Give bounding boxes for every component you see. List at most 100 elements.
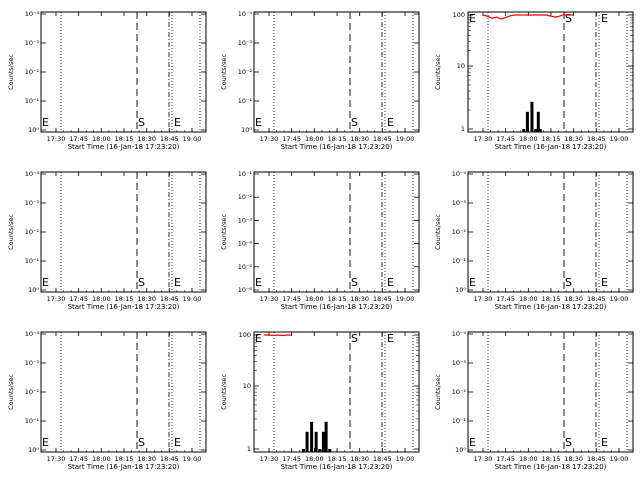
panel-3-x-tick-label: 18:30 (564, 135, 583, 143)
panel-4-y-tick-label: 10⁻² (25, 228, 40, 236)
panel-3-x-tick-label: 18:45 (587, 135, 606, 143)
panel-6-x-tick-label: 19:00 (610, 295, 629, 303)
panel-6-marker-e-left: E (469, 276, 476, 289)
panel-8-x-tick-label: 18:30 (350, 455, 369, 463)
panel-8-x-tick-label: 18:45 (373, 455, 392, 463)
panel-6-x-tick-label: 18:15 (542, 295, 561, 303)
panel-9-frame (467, 331, 634, 453)
panel-1-y-tick-label: 10⁰ (28, 126, 39, 134)
panel-3-x-tick-label: 19:00 (610, 135, 629, 143)
panel-6-marker-s: S (565, 276, 572, 289)
panel-1-x-tick-label: 17:45 (69, 135, 88, 143)
panel-8-event-bar (321, 431, 325, 452)
panel-1-x-tick-label: 17:30 (47, 135, 66, 143)
panel-3-marker-e-left: E (469, 12, 476, 25)
panel-2-y-tick-label: 10⁻² (238, 68, 253, 76)
panel-9-x-tick-label: 17:45 (496, 455, 515, 463)
panel-5-x-tick-label: 17:45 (282, 295, 301, 303)
panel-5-y-tick-label: 10⁻³ (238, 216, 253, 224)
panel-8-x-tick-label: 17:45 (282, 455, 301, 463)
panel-1-x-tick-label: 18:45 (160, 135, 179, 143)
panel-7-marker-e-right: E (174, 436, 181, 449)
panel-2-y-label: Counts/sec (220, 54, 228, 90)
panel-1-marker-s: S (138, 116, 145, 129)
panel-6-y-label: Counts/sec (434, 214, 442, 250)
panel-5-y-tick-label: 10⁻¹ (238, 170, 253, 178)
panel-1-x-tick-label: 18:15 (115, 135, 134, 143)
panel-3-y-tick-label: 10 (457, 62, 465, 70)
panel-3-event-bar (530, 101, 534, 132)
panel-7-x-tick-label: 17:30 (47, 455, 66, 463)
panel-1-y-tick-label: 10⁻¹ (25, 97, 40, 105)
panel-1-y-tick-label: 10⁻² (25, 68, 40, 76)
panel-2-y-tick-label: 10⁻¹ (238, 97, 253, 105)
panel-3-event-bar (525, 111, 529, 132)
panel-9-marker-s: S (565, 436, 572, 449)
panel-8-x-tick-label: 17:30 (260, 455, 279, 463)
panel-2-x-tick-label: 17:30 (260, 135, 279, 143)
panel-1-frame (40, 11, 207, 133)
panel-8-event-bar (301, 449, 305, 452)
panel-2-x-tick-label: 19:00 (396, 135, 415, 143)
panel-9-x-tick-label: 18:45 (587, 455, 606, 463)
panel-2-x-tick-label: 17:45 (282, 135, 301, 143)
panel-5-frame (253, 171, 420, 293)
panel-1-y-label: Counts/sec (7, 54, 15, 90)
panel-2-x-tick-label: 18:00 (305, 135, 324, 143)
panel-2-x-label: Start Time (16-Jan-18 17:23:20) (281, 143, 393, 151)
panel-8-y-tick-label: 10 (243, 382, 251, 390)
panel-3-event-bar (534, 129, 538, 132)
panel-2-x-tick-label: 18:30 (350, 135, 369, 143)
panel-2-marker-e-right: E (387, 116, 394, 129)
panel-4-marker-e-left: E (42, 276, 49, 289)
panel-4-y-tick-label: 10⁻¹ (25, 257, 40, 265)
panel-3-marker-e-right: E (601, 12, 608, 25)
panel-5-x-tick-label: 18:45 (373, 295, 392, 303)
panel-6-y-tick-label: 10⁻² (452, 228, 467, 236)
panel-6-y-tick-label: 10⁻³ (452, 199, 467, 207)
panel-6-x-tick-label: 17:45 (496, 295, 515, 303)
panel-5-x-tick-label: 18:15 (328, 295, 347, 303)
panel-3-y-label: Counts/sec (434, 54, 442, 90)
panel-6-frame (467, 171, 634, 293)
panel-3-x-tick-label: 17:30 (474, 135, 493, 143)
panel-4-y-tick-label: 10⁰ (28, 286, 39, 294)
panel-9-y-label: Counts/sec (434, 374, 442, 410)
panel-9-x-label: Start Time (16-Jan-18 17:23:20) (495, 463, 607, 471)
panel-1-y-tick-label: 10⁻⁴ (25, 10, 40, 18)
panel-9-marker-e-left: E (469, 436, 476, 449)
panel-3-frame (467, 11, 634, 133)
panel-5-y-tick-label: 10⁻⁵ (238, 263, 253, 271)
panel-8-event-bar (328, 449, 332, 452)
panel-2-x-tick-label: 18:15 (328, 135, 347, 143)
panel-3-event-bar (538, 129, 542, 132)
panel-4-x-tick-label: 18:00 (92, 295, 111, 303)
panel-4-x-tick-label: 17:30 (47, 295, 66, 303)
panel-4-x-tick-label: 18:15 (115, 295, 134, 303)
panel-2-marker-e-left: E (255, 116, 262, 129)
panel-8-series-lld (263, 334, 292, 337)
panel-5-marker-e-right: E (387, 276, 394, 289)
panel-3-x-tick-label: 18:00 (519, 135, 538, 143)
panel-7-marker-e-left: E (42, 436, 49, 449)
panel-4-x-tick-label: 18:45 (160, 295, 179, 303)
panel-9-y-tick-label: 10⁻⁴ (452, 330, 467, 338)
panel-5-y-tick-label: 10⁻⁶ (238, 286, 253, 294)
panel-8-x-tick-label: 19:00 (396, 455, 415, 463)
panel-3-y-tick-label: 100 (453, 11, 465, 19)
panel-3-x-label: Start Time (16-Jan-18 17:23:20) (495, 143, 607, 151)
panel-9-x-tick-label: 18:00 (519, 455, 538, 463)
panel-8-marker-e-left: E (255, 332, 262, 345)
panel-1-marker-e-right: E (174, 116, 181, 129)
panel-8-event-bar (305, 431, 309, 452)
panel-6-x-tick-label: 18:30 (564, 295, 583, 303)
panel-2-x-tick-label: 18:45 (373, 135, 392, 143)
panel-5-x-tick-label: 19:00 (396, 295, 415, 303)
panel-7-x-tick-label: 19:00 (183, 455, 202, 463)
panel-1-x-tick-label: 18:00 (92, 135, 111, 143)
panel-3-x-tick-label: 17:45 (496, 135, 515, 143)
panel-3-event-bar (522, 129, 526, 132)
panel-4-y-tick-label: 10⁻⁴ (25, 170, 40, 178)
panel-4-marker-e-right: E (174, 276, 181, 289)
panel-7-y-tick-label: 10⁻² (25, 388, 40, 396)
